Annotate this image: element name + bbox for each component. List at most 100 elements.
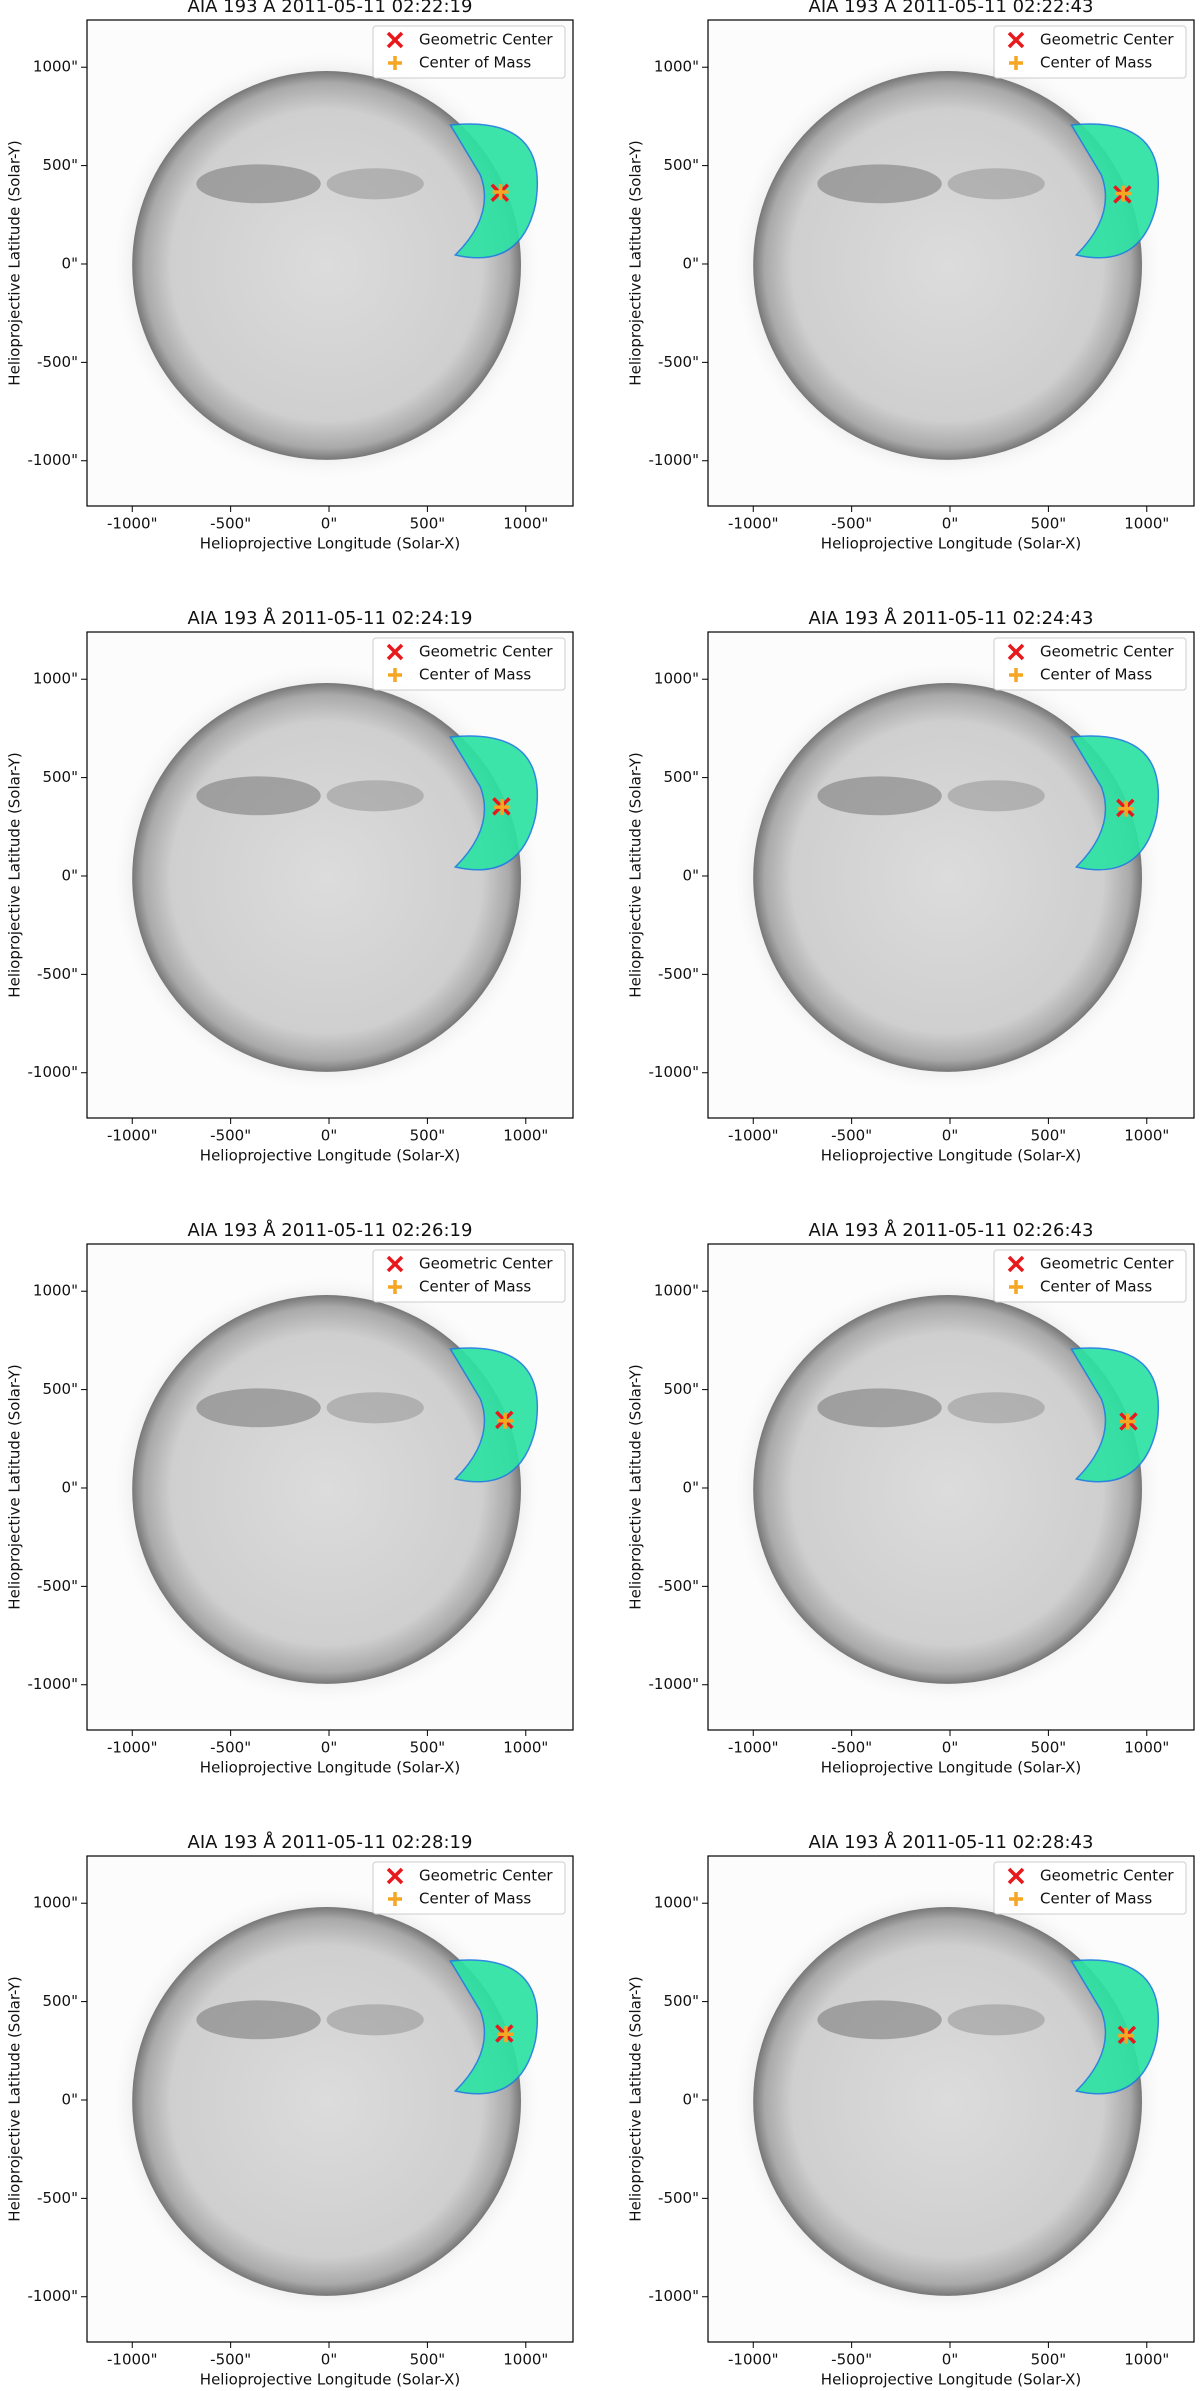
active-region <box>326 1392 424 1424</box>
axes-frame <box>86 19 574 507</box>
x-tick-label: 0" <box>942 1127 958 1145</box>
y-tick-label: 0" <box>683 866 699 884</box>
x-tick-label: -500" <box>831 1739 872 1757</box>
y-tick-label: 1000" <box>33 1282 78 1300</box>
x-tick-label: -1000" <box>728 1127 779 1145</box>
legend-marker <box>388 56 402 70</box>
marker-stroke <box>386 31 404 49</box>
x-tick-label: -500" <box>831 2351 872 2369</box>
y-tick-label: 0" <box>62 866 78 884</box>
x-tick-label: -500" <box>210 1127 251 1145</box>
x-tick-label: 0" <box>321 2351 337 2369</box>
legend-label: Center of Mass <box>419 666 531 684</box>
legend-label: Center of Mass <box>419 1278 531 1296</box>
x-tick-label: 500" <box>410 2351 446 2369</box>
y-tick-label: 500" <box>42 768 78 786</box>
x-axis-label: Helioprojective Longitude (Solar-X) <box>821 1759 1081 1777</box>
active-region <box>196 2000 321 2040</box>
legend-box <box>993 637 1187 691</box>
marker-stroke <box>1007 31 1025 49</box>
legend-label: Geometric Center <box>1040 643 1174 661</box>
active-region <box>326 2004 424 2036</box>
chart-title: AIA 193 Å 2011-05-11 02:26:43 <box>809 1219 1094 1241</box>
y-tick-label: -500" <box>37 353 78 371</box>
active-region <box>947 780 1045 812</box>
y-tick-label: 1000" <box>654 1282 699 1300</box>
active-region <box>326 780 424 812</box>
legend-box <box>372 637 566 691</box>
y-tick-label: -500" <box>658 1577 699 1595</box>
x-tick-label: -1000" <box>728 515 779 533</box>
legend-label: Geometric Center <box>1040 1255 1174 1273</box>
legend-marker <box>1009 56 1023 70</box>
legend-box <box>372 1249 566 1303</box>
x-tick-label: 1000" <box>503 2351 548 2369</box>
data-point <box>1118 800 1135 817</box>
y-tick-label: -500" <box>658 353 699 371</box>
panel: -1000" -500" 0" 500" 1000" -1000" -500" 0" 500" 1… <box>627 0 1195 553</box>
legend-label: Geometric Center <box>419 1255 553 1273</box>
legend-box <box>993 1249 1187 1303</box>
y-tick-label: 500" <box>663 768 699 786</box>
detection-region <box>449 1347 539 1483</box>
x-tick-label: 1000" <box>503 515 548 533</box>
plot-area <box>87 632 573 1118</box>
y-tick-label: 500" <box>663 1380 699 1398</box>
y-tick-label: 0" <box>62 2090 78 2108</box>
active-region <box>196 1388 321 1428</box>
y-axis-label: Helioprojective Latitude (Solar-Y) <box>6 1364 24 1609</box>
x-tick-label: -500" <box>831 515 872 533</box>
y-tick-label: 0" <box>683 1478 699 1496</box>
data-point <box>494 799 511 816</box>
y-tick-label: -1000" <box>28 1063 79 1081</box>
detection-region <box>449 735 539 871</box>
detection-region <box>1070 1959 1160 2095</box>
plot-area <box>87 20 573 506</box>
y-tick-label: -500" <box>37 965 78 983</box>
chart-title: AIA 193 Å 2011-05-11 02:24:19 <box>188 607 473 629</box>
marker-stroke <box>386 1255 404 1273</box>
x-tick-label: 500" <box>410 1739 446 1757</box>
y-tick-label: 500" <box>42 156 78 174</box>
data-point <box>497 2026 514 2043</box>
panel: -1000" -500" 0" 500" 1000" -1000" -500" 0" 500" 1… <box>627 1831 1195 2389</box>
legend-box <box>372 1861 566 1915</box>
panel: -1000" -500" 0" 500" 1000" -1000" -500" 0" 500" 1… <box>6 0 574 553</box>
legend-marker <box>1007 1255 1025 1273</box>
plot-area <box>708 20 1194 506</box>
legend-label: Center of Mass <box>1040 666 1152 684</box>
y-tick-label: 0" <box>683 254 699 272</box>
x-tick-label: 500" <box>410 515 446 533</box>
data-point <box>492 183 509 200</box>
legend: Geometric Center Center of Mass <box>372 637 566 691</box>
y-tick-label: -500" <box>658 965 699 983</box>
legend-box <box>372 25 566 79</box>
panel: -1000" -500" 0" 500" 1000" -1000" -500" 0" 500" 1… <box>6 1831 574 2389</box>
active-region <box>196 164 321 204</box>
x-tick-label: 0" <box>321 515 337 533</box>
legend-label: Geometric Center <box>419 643 553 661</box>
legend-marker <box>1007 1867 1025 1885</box>
legend: Geometric Center Center of Mass <box>993 637 1187 691</box>
legend-marker <box>1009 668 1023 682</box>
y-tick-label: -500" <box>658 2189 699 2207</box>
data-point <box>1115 185 1132 202</box>
active-region <box>947 168 1045 200</box>
panel: -1000" -500" 0" 500" 1000" -1000" -500" 0" 500" 1… <box>6 1219 574 1777</box>
active-region <box>817 1388 942 1428</box>
legend-marker <box>1007 643 1025 661</box>
y-tick-label: 0" <box>62 254 78 272</box>
x-axis-label: Helioprojective Longitude (Solar-X) <box>200 535 460 553</box>
axes-frame <box>707 1855 1195 2343</box>
x-tick-label: -1000" <box>107 1739 158 1757</box>
x-axis-label: Helioprojective Longitude (Solar-X) <box>200 1147 460 1165</box>
y-tick-label: -500" <box>37 2189 78 2207</box>
x-tick-label: 500" <box>410 1127 446 1145</box>
x-tick-label: 0" <box>942 515 958 533</box>
y-tick-label: 1000" <box>654 1894 699 1912</box>
plot-area <box>708 632 1194 1118</box>
y-tick-label: -1000" <box>649 2287 700 2305</box>
y-axis-label: Helioprojective Latitude (Solar-Y) <box>6 1976 24 2221</box>
legend-label: Geometric Center <box>1040 1867 1174 1885</box>
